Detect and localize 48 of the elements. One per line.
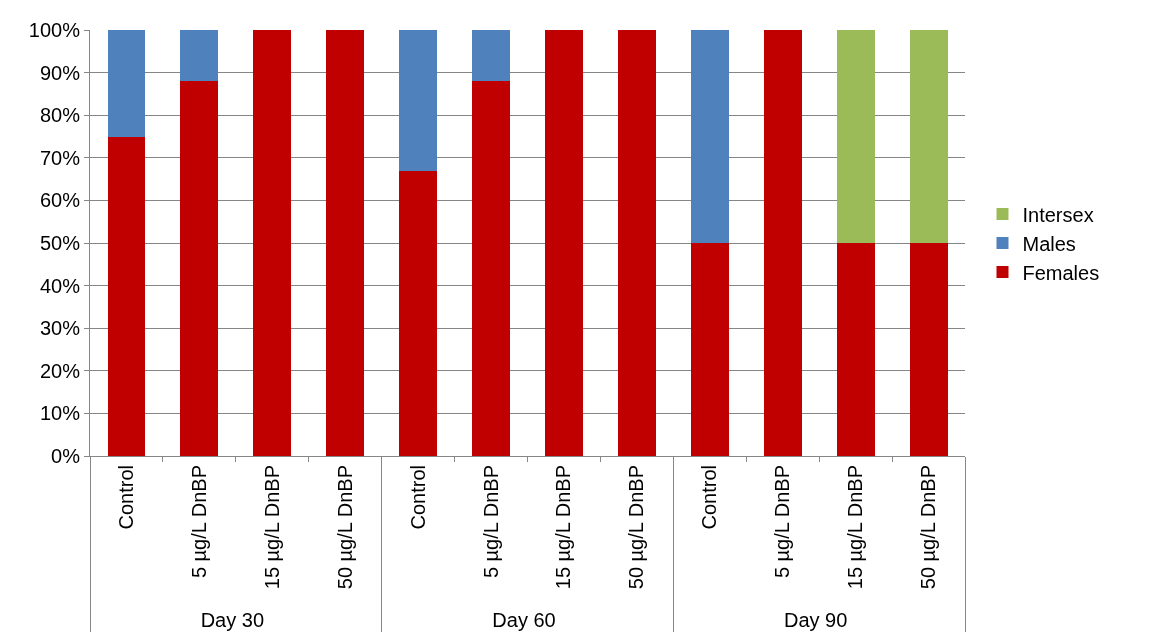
bar xyxy=(909,30,948,243)
bar xyxy=(472,30,510,82)
x-tick-label: 5 µg/L DnBP xyxy=(187,465,210,579)
bar xyxy=(836,243,875,456)
x-tick-label: Control xyxy=(406,465,429,530)
x-tick-label: 50 µg/L DnBP xyxy=(917,465,940,590)
x-tick-label: 15 µg/L DnBP xyxy=(260,465,283,590)
bar xyxy=(253,30,292,456)
bar xyxy=(836,30,875,243)
legend-label: Females xyxy=(1022,261,1100,284)
x-tick-label: Control xyxy=(114,465,137,530)
y-tick-label: 20% xyxy=(39,359,81,382)
y-tick-label: 90% xyxy=(39,61,81,84)
bar xyxy=(690,243,729,456)
bar xyxy=(180,81,219,456)
text: Day 30 xyxy=(200,609,265,632)
bar xyxy=(472,81,510,456)
x-tick-label: 50 µg/L DnBP xyxy=(333,465,356,590)
y-tick-label: 50% xyxy=(39,232,81,254)
bar xyxy=(690,30,729,243)
bar xyxy=(399,30,438,171)
bar xyxy=(107,30,146,137)
text: Day 90 xyxy=(783,609,848,632)
bar xyxy=(399,170,438,456)
y-tick-label: 30% xyxy=(39,317,81,340)
bar xyxy=(107,136,146,456)
x-tick-label: 15 µg/L DnBP xyxy=(844,465,867,590)
y-tick-label: 40% xyxy=(39,274,81,297)
x-tick-label: Control xyxy=(698,465,721,530)
y-tick-label: 60% xyxy=(39,189,81,212)
y-tick-label: 10% xyxy=(39,402,81,425)
text: Day 60 xyxy=(492,609,556,632)
legend-label: Males xyxy=(1022,232,1076,255)
legend-label: Intersex xyxy=(1022,203,1094,226)
bar xyxy=(545,30,583,456)
x-tick-label: 15 µg/L DnBP xyxy=(552,465,575,590)
y-tick-label: 100% xyxy=(28,19,81,41)
bar xyxy=(326,30,365,456)
y-tick-label: 70% xyxy=(39,146,81,169)
y-tick-label: 80% xyxy=(39,104,81,127)
bar xyxy=(909,243,948,456)
x-tick-label: 50 µg/L DnBP xyxy=(625,465,648,590)
bar xyxy=(617,30,656,456)
x-tick-label: 5 µg/L DnBP xyxy=(771,465,794,579)
y-tick-label: 0% xyxy=(51,445,81,467)
bar xyxy=(180,30,219,82)
bar xyxy=(763,30,802,456)
x-tick-label: 5 µg/L DnBP xyxy=(479,465,502,579)
